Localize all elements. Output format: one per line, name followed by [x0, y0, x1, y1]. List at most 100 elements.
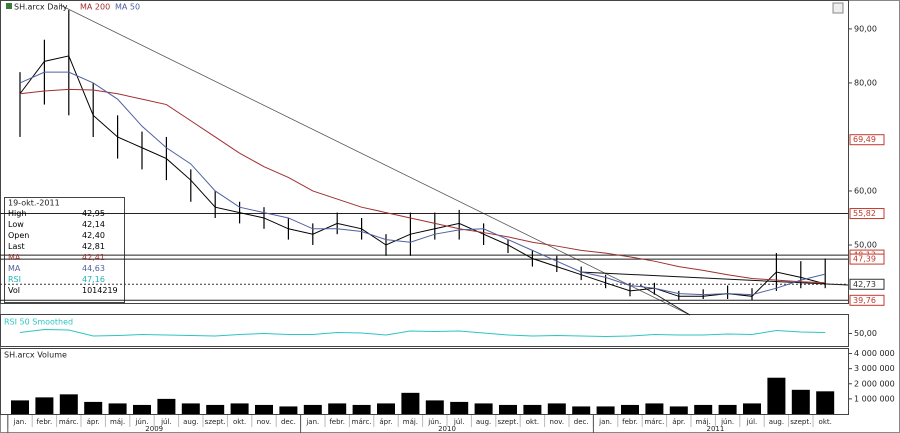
x-tick-label: aug.	[769, 418, 784, 426]
series-line	[19, 55, 826, 297]
level-label: 55,82	[853, 209, 876, 218]
x-tick-label: jan.	[598, 418, 612, 426]
y-tick-label: 1 000 000	[854, 394, 895, 403]
info-date: 19-okt.-2011	[8, 199, 60, 208]
info-label: Last	[8, 242, 25, 251]
x-tick-label: febr.	[329, 418, 345, 426]
legend-entry: MA 200	[80, 3, 110, 12]
x-tick-label: márc.	[59, 418, 79, 426]
bar	[401, 392, 420, 414]
x-tick-label: júl.	[160, 418, 172, 426]
x-tick-label: júl.	[746, 418, 758, 426]
level-box	[849, 134, 885, 146]
info-value: 42,95	[82, 209, 105, 218]
info-label: Low	[8, 220, 24, 229]
info-label: High	[8, 209, 26, 218]
bar	[133, 404, 151, 414]
volume-panel	[0, 348, 849, 415]
x-tick-label: márc.	[352, 418, 372, 426]
trend-line	[579, 271, 849, 286]
y-tick-label: 90,00	[854, 24, 877, 33]
legend-entry: MA 50	[115, 3, 140, 12]
info-value: 42,81	[82, 242, 105, 251]
bar	[279, 406, 298, 414]
x-tick-label: okt.	[233, 418, 246, 426]
bar	[303, 404, 322, 414]
level-box	[849, 278, 885, 290]
x-tick-label: aug.	[183, 418, 198, 426]
x-tick-label: dec.	[574, 418, 589, 426]
year-label: 2009	[145, 425, 163, 433]
y-tick-label: 3 000 000	[854, 364, 895, 373]
level-box	[849, 253, 885, 265]
year-label: 2010	[438, 425, 456, 433]
bar	[59, 394, 78, 414]
y-tick-label: 60,00	[854, 186, 877, 195]
x-tick-label: okt.	[526, 418, 539, 426]
info-label: RSI	[8, 275, 21, 284]
level-label: 39,76	[853, 296, 876, 305]
bar	[791, 389, 810, 414]
bar	[474, 403, 493, 414]
x-tick-label: szept.	[205, 418, 226, 426]
bar	[523, 404, 542, 414]
x-tick-label: máj.	[696, 418, 711, 426]
x-tick-label: nov.	[257, 418, 272, 426]
bar	[572, 406, 591, 414]
x-tick-label: jan.	[305, 418, 319, 426]
x-tick-label: ápr.	[379, 418, 392, 426]
x-tick-label: máj.	[110, 418, 125, 426]
x-tick-label: szept.	[497, 418, 518, 426]
bar	[352, 404, 371, 414]
bar	[596, 406, 615, 414]
x-tick-label: márc.	[644, 418, 664, 426]
bar	[645, 403, 664, 414]
info-value: 44,63	[82, 264, 105, 273]
series-line	[19, 88, 826, 284]
bar	[499, 404, 517, 414]
info-label: MA	[8, 264, 21, 273]
legend-entry: SH.arcx Daily	[14, 3, 68, 12]
bar	[230, 403, 249, 414]
bar	[743, 403, 761, 414]
rsi-panel	[0, 314, 849, 347]
info-label: Vol	[8, 286, 20, 295]
bar	[816, 391, 835, 414]
x-tick-label: jún.	[720, 418, 734, 426]
x-tick-label: aug.	[476, 418, 491, 426]
bar	[621, 404, 639, 414]
panel-label: SH.arcx Volume	[4, 351, 67, 360]
bar	[450, 401, 469, 414]
bar	[11, 400, 29, 414]
level-label: 69,49	[853, 135, 876, 144]
panel-button[interactable]	[832, 2, 844, 14]
info-value: 1014219	[82, 286, 118, 295]
x-tick-label: ápr.	[87, 418, 100, 426]
year-label: 2011	[706, 425, 724, 433]
x-tick-label: ápr.	[672, 418, 685, 426]
level-box	[849, 208, 885, 220]
info-value: 47,16	[82, 275, 105, 284]
x-tick-label: jún.	[427, 418, 441, 426]
x-tick-label: febr.	[622, 418, 638, 426]
bar	[255, 404, 273, 414]
y-tick-label: 50,00	[854, 329, 877, 338]
bar	[694, 404, 713, 414]
level-box	[849, 294, 885, 306]
x-tick-label: szept.	[790, 418, 811, 426]
x-tick-label: dec.	[281, 418, 296, 426]
x-tick-label: febr.	[37, 418, 53, 426]
bar	[181, 403, 200, 414]
bar	[35, 397, 54, 414]
x-tick-label: nov.	[550, 418, 565, 426]
y-tick-label: 50,00	[854, 240, 877, 249]
bar	[377, 403, 395, 414]
y-tick-label: 2 000 000	[854, 379, 895, 388]
bar	[328, 403, 347, 414]
price-panel	[0, 0, 849, 304]
bar	[425, 400, 444, 414]
bar	[108, 403, 127, 414]
x-tick-label: júl.	[453, 418, 465, 426]
